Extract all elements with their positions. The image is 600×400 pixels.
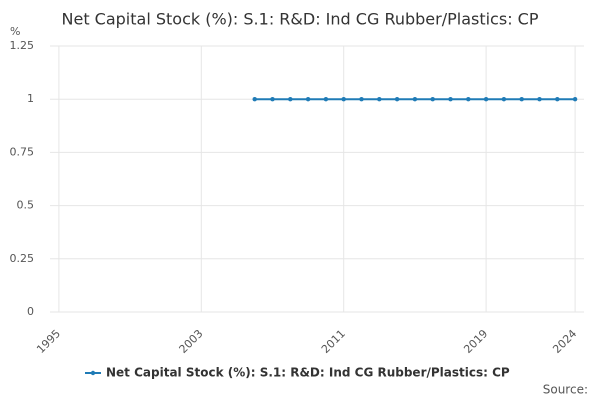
y-tick-label: 0.25 [10,252,35,265]
y-axis-label: % [10,25,20,38]
point [341,97,346,102]
point [537,97,542,102]
legend-marker [90,370,96,376]
point [466,97,471,102]
chart-title: Net Capital Stock (%): S.1: R&D: Ind CG … [62,10,539,29]
point [430,97,435,102]
point [305,97,311,102]
source: Source: [543,383,588,397]
y-tick-label: 0.5 [17,199,35,212]
point [288,97,293,102]
point [359,97,364,102]
y-tick-label: 1.25 [10,39,35,52]
y-tick-label: 1 [27,92,34,105]
legend-label: Net Capital Stock (%): S.1: R&D: Ind CG … [106,366,510,380]
point [483,97,489,102]
point [377,97,382,102]
point [448,97,453,102]
point [519,97,524,102]
point [555,97,560,102]
point [252,97,257,102]
x-tick-label: 2019 [461,327,490,356]
x-tick-label: 2003 [177,327,206,356]
point [270,97,275,102]
point [572,97,578,102]
x-tick-label: 2011 [319,327,348,356]
point [323,97,329,102]
point [412,97,418,102]
x-tick-label: 2024 [550,327,579,356]
point [501,97,507,102]
y-tick-label: 0.75 [10,145,35,158]
point [394,97,400,102]
y-tick-label: 0 [27,305,34,318]
x-tick-label: 1995 [34,327,63,356]
